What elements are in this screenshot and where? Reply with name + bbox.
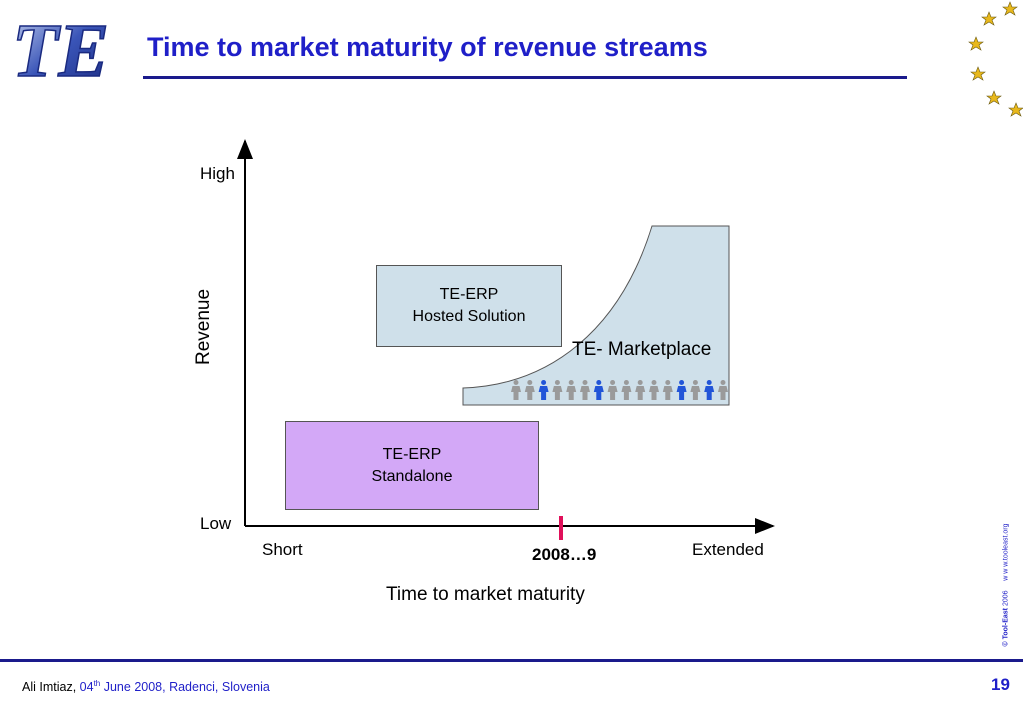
eu-stars-decoration [968,1,1023,117]
copyright-note: © Tool-East 2006 w w w.tooleast.org [1003,524,1010,647]
person-icon [524,380,535,400]
person-icon [635,380,646,400]
standalone-line2: Standalone [371,467,453,485]
footer-text: Ali Imtiaz, 04th June 2008, Radenci, Slo… [22,679,270,694]
copyright-brand: © Tool-East [1002,607,1010,647]
x-axis-short-label: Short [262,540,303,559]
person-icon [566,380,577,400]
standalone-box: TE-ERP Standalone [285,421,539,510]
person-icon [621,380,632,400]
person-icon [538,380,549,400]
hosted-line2: Hosted Solution [412,308,526,325]
star-icon [981,11,997,26]
copyright-year: 2006 [1002,590,1010,607]
hosted-line1: TE-ERP [439,286,499,303]
te-logo: TE [11,8,110,88]
year-marker-label: 2008…9 [532,545,597,564]
title-divider [143,76,907,79]
y-axis-title: Revenue [193,288,214,366]
person-icon [607,380,618,400]
marketplace-area [462,225,730,406]
standalone-line1: TE-ERP [382,445,442,463]
y-axis-low-label: Low [200,514,232,533]
x-axis-title: Time to market maturity [386,584,585,605]
hosted-solution-box: TE-ERP Hosted Solution [376,265,562,347]
star-icon [970,66,986,81]
person-icon [649,380,659,400]
person-icon [511,380,521,400]
y-axis-high-label: High [200,164,235,183]
footer-author: Ali Imtiaz, [22,680,77,695]
footer-divider [0,659,1023,662]
people-group [511,380,728,400]
svg-text:TE: TE [12,9,109,88]
person-icon [580,380,590,400]
person-icon [662,380,673,400]
person-icon [690,380,701,400]
star-icon [1008,102,1023,117]
page-number: 19 [991,675,1010,694]
footer-date-sup: th [93,679,101,688]
copyright-url: w w w.tooleast.org [1002,523,1010,581]
star-icon [1002,1,1018,16]
footer-date-day: 04 [79,680,94,695]
person-icon [552,380,563,400]
person-icon [718,380,728,400]
x-axis-extended-label: Extended [692,540,764,559]
person-icon [593,380,604,400]
person-icon [704,380,715,400]
marketplace-label: TE- Marketplace [572,339,712,360]
page-title: Time to market maturity of revenue strea… [147,32,708,62]
star-icon [986,90,1002,105]
footer-date-rest: June 2008, Radenci, Slovenia [103,680,270,695]
person-icon [676,380,687,400]
star-icon [968,36,984,51]
